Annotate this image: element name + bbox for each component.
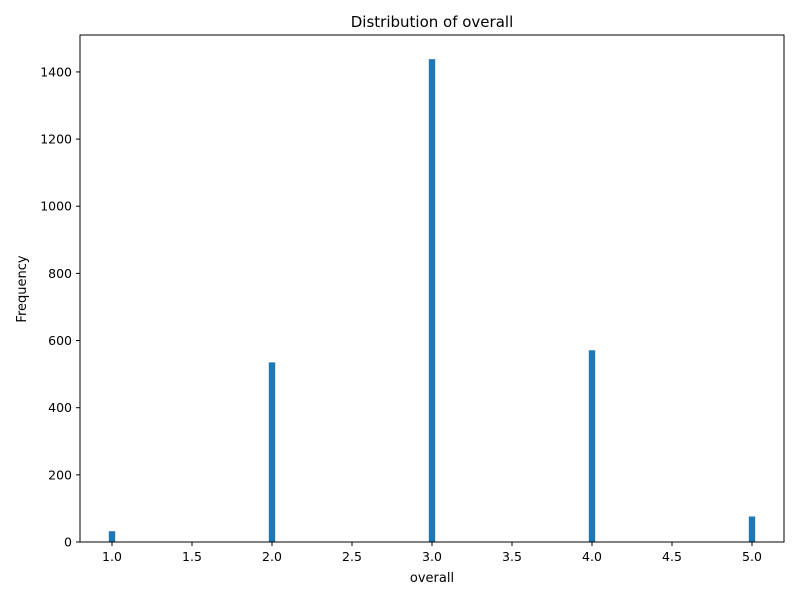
x-axis-ticks: 1.0 1.5 2.0 2.5 3.0 3.5 4.0 4.5 5.0 — [102, 542, 762, 564]
x-tick-label: 4.5 — [662, 549, 682, 564]
y-tick-label: 1200 — [40, 132, 72, 147]
x-tick-label: 1.5 — [182, 549, 202, 564]
x-tick-label: 1.0 — [102, 549, 122, 564]
chart-title: Distribution of overall — [351, 13, 513, 31]
x-tick-label: 5.0 — [742, 549, 762, 564]
y-tick-label: 1000 — [40, 199, 72, 214]
y-axis-label: Frequency — [15, 255, 30, 322]
histogram-bar — [748, 516, 756, 542]
x-tick-label: 3.0 — [422, 549, 442, 564]
y-tick-label: 400 — [48, 400, 72, 415]
x-axis-label: overall — [410, 571, 454, 586]
bars-layer — [108, 59, 756, 542]
histogram-bar — [588, 350, 596, 542]
y-axis-ticks: 0 200 400 600 800 1000 1200 1400 — [40, 64, 80, 550]
y-tick-label: 800 — [48, 266, 72, 281]
x-tick-label: 3.5 — [502, 549, 522, 564]
histogram-bar — [108, 531, 116, 542]
y-tick-label: 200 — [48, 467, 72, 482]
x-tick-label: 4.0 — [582, 549, 602, 564]
y-tick-label: 0 — [64, 535, 72, 550]
x-tick-label: 2.0 — [262, 549, 282, 564]
y-tick-label: 600 — [48, 333, 72, 348]
x-tick-label: 2.5 — [342, 549, 362, 564]
histogram-bar — [428, 59, 436, 542]
y-tick-label: 1400 — [40, 64, 72, 79]
histogram-bar — [268, 362, 276, 542]
